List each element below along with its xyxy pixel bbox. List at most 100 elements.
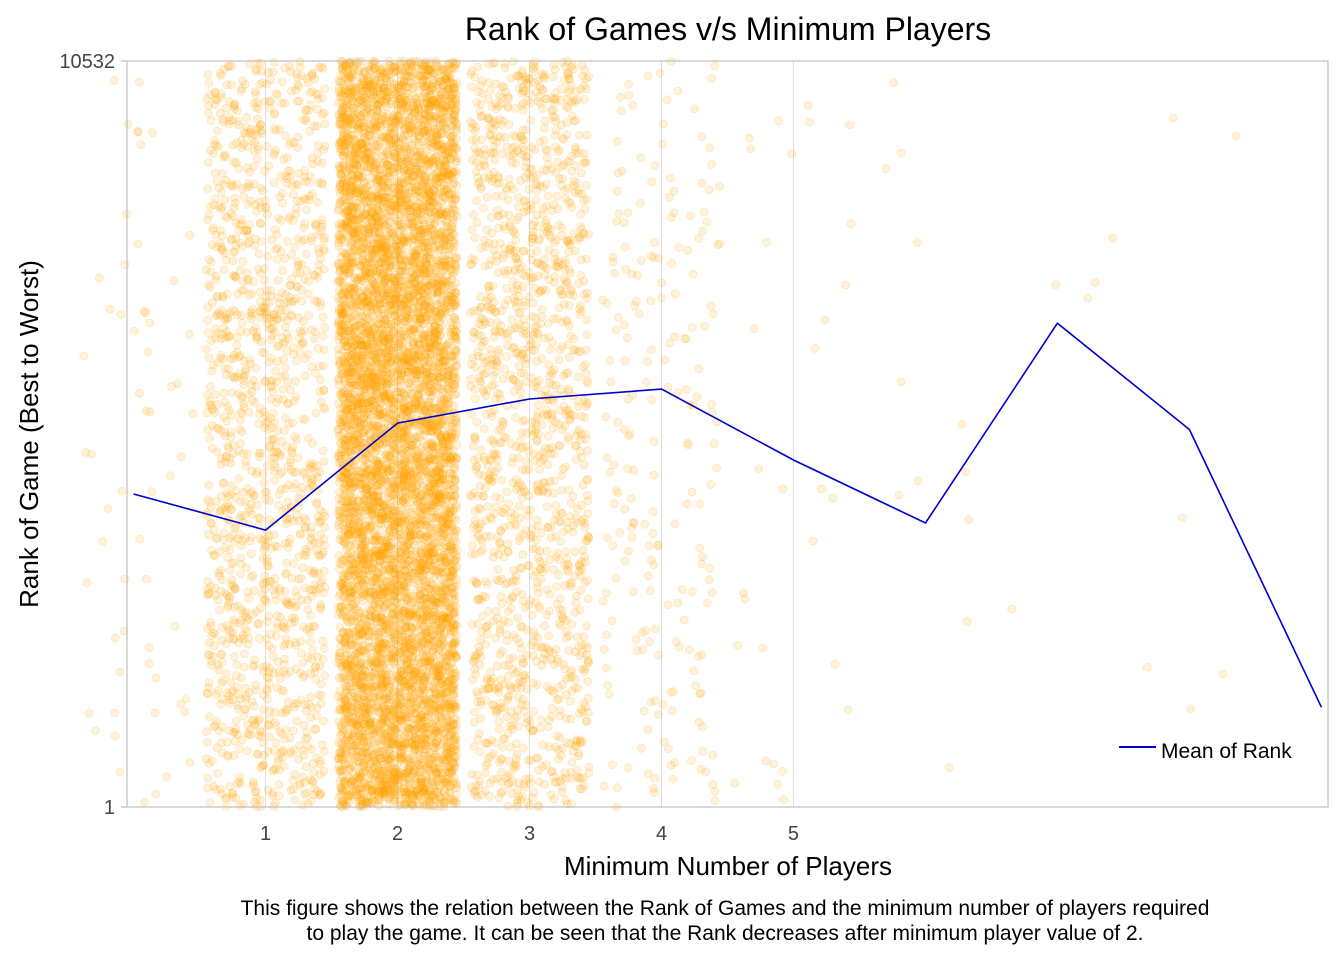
scatter-point: [316, 699, 326, 708]
scatter-point: [204, 480, 214, 490]
scatter-point: [236, 559, 246, 569]
scatter-point: [310, 74, 320, 84]
scatter-point: [202, 737, 212, 747]
scatter-point: [263, 720, 273, 729]
scatter-point: [237, 143, 247, 153]
scatter-point: [307, 189, 317, 199]
scatter-point: [203, 624, 213, 633]
scatter-point: [262, 313, 272, 323]
scatter-point: [202, 727, 211, 736]
scatter-point: [204, 158, 213, 167]
scatter-point: [226, 427, 236, 437]
scatter-point: [237, 215, 247, 225]
scatter-point: [316, 604, 326, 614]
scatter-point: [300, 172, 309, 182]
scatter-point: [236, 219, 246, 229]
scatter-point: [150, 708, 160, 718]
scatter-point: [203, 109, 213, 118]
scatter-point: [217, 575, 227, 585]
scatter-point: [110, 633, 120, 643]
scatter-point: [236, 497, 246, 507]
scatter-point: [305, 459, 315, 468]
scatter-point: [255, 79, 265, 89]
scatter-point: [256, 236, 266, 246]
scatter-point: [307, 481, 317, 491]
scatter-point: [313, 344, 323, 353]
scatter-point: [109, 76, 119, 85]
scatter-point: [278, 385, 288, 394]
scatter-point: [293, 234, 303, 244]
scatter-point: [313, 472, 322, 482]
scatter-point: [230, 603, 239, 612]
scatter-point: [248, 571, 258, 580]
scatter-point: [211, 590, 221, 600]
scatter-point: [270, 110, 280, 119]
scatter-point: [243, 239, 253, 249]
scatter-point: [294, 313, 304, 322]
scatter-point: [320, 322, 330, 332]
scatter-point: [245, 506, 255, 516]
scatter-point: [295, 741, 305, 750]
scatter-point: [207, 756, 217, 766]
scatter-point: [110, 731, 120, 741]
scatter-point: [222, 313, 232, 322]
scatter-point: [297, 71, 307, 81]
scatter-point: [210, 194, 220, 204]
scatter-point: [295, 348, 305, 358]
scatter-point: [273, 657, 283, 667]
scatter-point: [318, 575, 327, 585]
scatter-point: [231, 272, 240, 282]
scatter-point: [313, 244, 323, 254]
scatter-point: [270, 462, 280, 472]
scatter-point: [286, 310, 296, 320]
scatter-point: [320, 671, 330, 680]
scatter-point: [219, 179, 229, 189]
scatter-point: [145, 407, 155, 417]
scatter-point: [288, 467, 298, 477]
scatter-point: [239, 399, 249, 409]
scatter-point: [236, 265, 245, 275]
scatter-point: [315, 518, 325, 527]
scatter-point: [312, 297, 322, 307]
scatter-point: [279, 312, 288, 322]
scatter-point: [217, 678, 227, 688]
scatter-point: [262, 142, 272, 152]
scatter-point: [247, 136, 256, 146]
scatter-point: [301, 762, 311, 772]
scatter-point: [205, 202, 215, 212]
scatter-point: [252, 154, 262, 164]
scatter-point: [278, 266, 288, 276]
scatter-point: [115, 767, 125, 777]
scatter-point: [252, 794, 262, 803]
scatter-point: [303, 289, 313, 299]
scatter-point: [242, 746, 252, 756]
scatter-point: [312, 121, 322, 131]
scatter-point: [218, 478, 228, 488]
scatter-point: [286, 454, 295, 464]
scatter-point: [229, 652, 239, 662]
scatter-point: [207, 660, 217, 670]
scatter-point: [206, 267, 216, 277]
scatter-point: [281, 290, 291, 299]
scatter-point: [282, 153, 292, 163]
scatter-point: [213, 358, 223, 368]
scatter-point: [258, 760, 268, 770]
scatter-point: [281, 441, 291, 451]
scatter-point: [254, 452, 264, 462]
scatter-point: [119, 626, 129, 636]
scatter-point: [319, 244, 329, 254]
scatter-point: [229, 203, 239, 212]
scatter-point: [269, 668, 279, 678]
scatter-point: [273, 426, 283, 436]
scatter-point: [110, 708, 120, 718]
scatter-point: [206, 621, 216, 631]
scatter-point: [269, 585, 279, 595]
scatter-point: [274, 489, 284, 499]
scatter-point: [221, 543, 231, 553]
scatter-point: [274, 667, 284, 676]
scatter-point: [298, 772, 308, 782]
scatter-point: [201, 754, 211, 764]
scatter-point: [231, 158, 241, 168]
scatter-point: [237, 84, 247, 94]
scatter-point: [248, 375, 258, 385]
